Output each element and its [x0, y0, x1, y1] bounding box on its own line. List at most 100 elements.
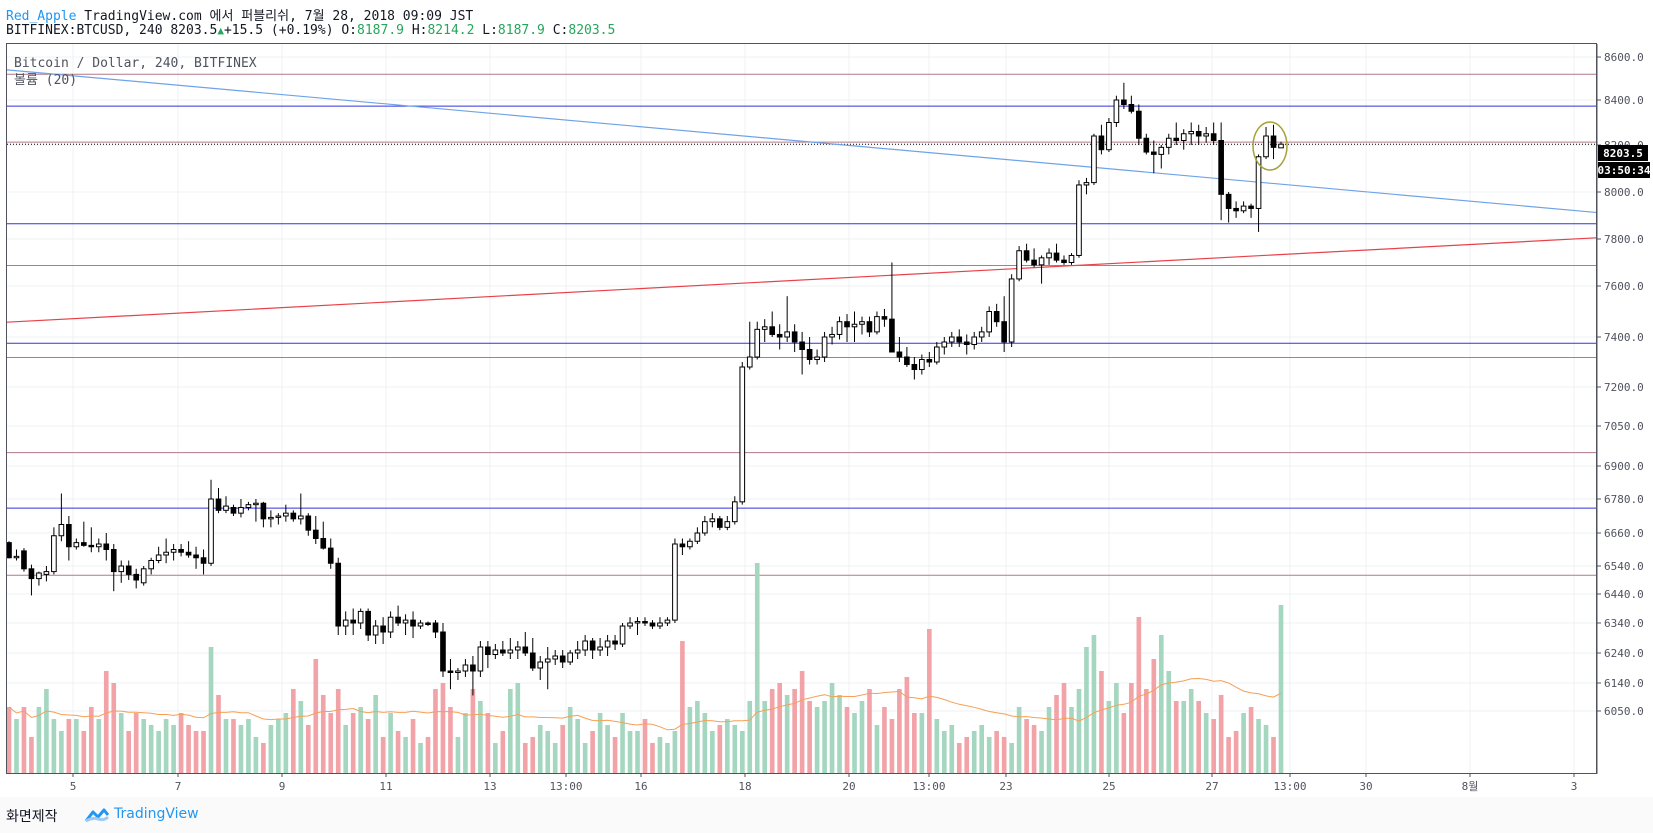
candle-up — [859, 321, 865, 325]
volume-bar — [710, 731, 715, 773]
candle-down — [380, 625, 386, 633]
candle-down — [1248, 205, 1254, 209]
volume-bar — [193, 731, 199, 773]
candle-down — [395, 616, 401, 624]
author-name[interactable]: Red_Apple — [6, 9, 77, 24]
candle-down — [1136, 110, 1142, 139]
price-chart[interactable]: 8600.08400.08200.08000.07800.07600.07400… — [0, 0, 1653, 797]
volume-bar — [231, 719, 236, 773]
volume-bar — [1069, 707, 1074, 773]
price-tick-label: 6240.0 — [1604, 647, 1644, 660]
candle-up — [829, 333, 835, 338]
volume-bar — [350, 713, 356, 773]
volume-bar — [81, 731, 87, 773]
volume-bar — [769, 689, 775, 773]
volume-bar — [1001, 737, 1007, 773]
candle-up — [140, 568, 147, 584]
volume-bar — [1211, 719, 1216, 773]
volume-bar — [156, 731, 161, 773]
price-tick-label: 6340.0 — [1604, 617, 1644, 630]
low-label: L: — [482, 23, 498, 38]
candle-up — [604, 640, 611, 648]
candle-up — [687, 540, 693, 548]
volume-bar — [425, 737, 431, 773]
time-tick-label: 25 — [1102, 780, 1115, 793]
volume-bar — [1248, 707, 1254, 773]
volume-bar — [201, 731, 206, 773]
volume-bar — [874, 725, 880, 773]
time-tick-label: 13:00 — [912, 780, 945, 793]
volume-bar — [1136, 617, 1142, 773]
candle-up — [372, 625, 379, 636]
candle-up — [1255, 156, 1262, 209]
volume-bar — [448, 707, 453, 773]
volume-bar — [545, 731, 551, 773]
volume-bar — [1166, 671, 1172, 773]
volume-bars — [6, 563, 1284, 773]
candle-up — [544, 658, 551, 663]
tradingview-brand-link[interactable]: TradingView — [114, 806, 199, 822]
volume-bar — [927, 629, 932, 773]
volume-bar — [567, 707, 573, 773]
volume-bar — [949, 725, 955, 773]
volume-bar — [343, 725, 349, 773]
time-tick-label: 13 — [483, 780, 496, 793]
time-tick-label: 16 — [634, 780, 647, 793]
candle-up — [919, 359, 925, 370]
candle-down — [559, 655, 566, 663]
volume-bar — [1173, 701, 1179, 773]
candle-up — [1076, 184, 1082, 256]
last-price-text: 8203.5 — [1603, 147, 1643, 160]
time-tick-label: 9 — [279, 780, 286, 793]
volume-bar — [724, 719, 730, 773]
candle-up — [283, 512, 289, 517]
volume-bar — [470, 689, 476, 773]
candle-down — [799, 341, 805, 350]
volume-bar — [537, 725, 543, 773]
volume-bar — [36, 707, 42, 773]
candle-down — [1023, 250, 1030, 261]
candle-up — [1263, 135, 1269, 158]
volume-bar — [1084, 647, 1089, 773]
last-price-tag — [1598, 145, 1648, 161]
candle-up — [702, 521, 708, 534]
candle-down — [260, 502, 267, 520]
chart-frame — [6, 43, 1597, 774]
candle-up — [986, 311, 993, 333]
volume-bar — [597, 713, 603, 773]
time-tick-label: 3 — [1571, 780, 1578, 793]
candle-up — [597, 646, 603, 651]
volume-bar — [979, 725, 985, 773]
tradingview-logo-icon[interactable] — [84, 806, 110, 824]
candle-up — [297, 515, 304, 520]
candle-down — [327, 547, 334, 564]
candle-down — [290, 512, 297, 520]
volume-bar — [964, 737, 970, 773]
volume-bar — [717, 725, 723, 773]
volume-bar — [837, 695, 842, 773]
volume-bar — [88, 707, 94, 773]
volume-ma-line — [8, 677, 1282, 731]
candle-down — [440, 631, 446, 672]
price-tick-label: 8000.0 — [1604, 186, 1644, 199]
volume-bar — [1031, 725, 1037, 773]
volume-bar — [365, 719, 371, 773]
volume-bar — [320, 695, 326, 773]
candle-up — [357, 610, 364, 624]
publish-line: Red_Apple TradingView.com 에서 퍼블리쉬, 7월 28… — [6, 5, 473, 24]
countdown-tag — [1598, 162, 1650, 178]
price-axis[interactable]: 8600.08400.08200.08000.07800.07600.07400… — [1597, 51, 1644, 718]
candle-up — [268, 516, 274, 520]
candle-down — [88, 544, 95, 548]
volume-bar — [1256, 719, 1261, 773]
volume-bar — [433, 689, 438, 773]
candle-up — [51, 535, 57, 573]
candle-up — [1240, 205, 1247, 212]
candle-down — [926, 359, 933, 363]
candle-down — [1195, 131, 1202, 137]
candle-up — [784, 331, 790, 338]
candle-up — [253, 502, 259, 506]
time-tick-label: 23 — [999, 780, 1012, 793]
time-axis[interactable]: 5 7 9 11 13 13:00 16 18 20 13:00 23 25 27 13:00 30 8월 3 — [70, 773, 1578, 793]
volume-legend: 볼륨 (20) — [14, 73, 77, 88]
